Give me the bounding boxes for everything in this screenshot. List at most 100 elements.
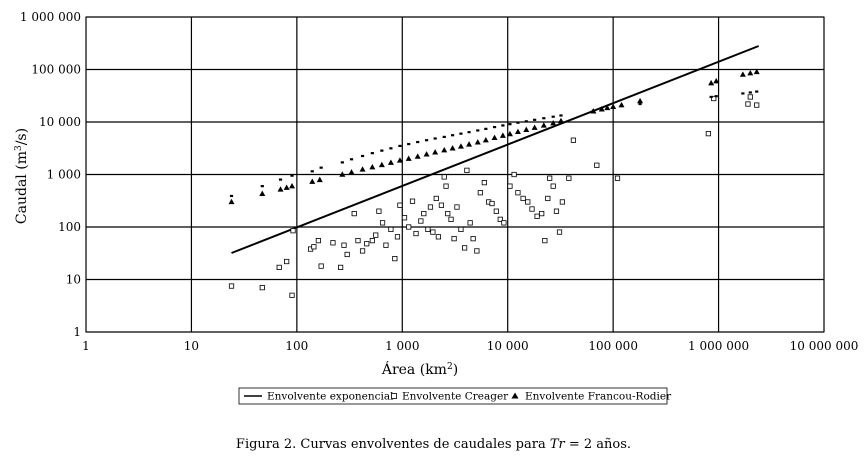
creager-point [745, 101, 751, 107]
y-tick-label: 10 000 [39, 115, 81, 129]
upper-envelope-point [748, 91, 752, 94]
legend-label: Envolvente Francou-Rodier [525, 391, 672, 403]
upper-envelope-point [442, 135, 446, 139]
francou-rodier-point [708, 79, 715, 86]
upper-envelope-point [407, 142, 411, 146]
francou-rodier-point [259, 190, 266, 196]
upper-envelope-point [260, 185, 264, 188]
francou-rodier-point [387, 159, 394, 165]
creager-point [553, 208, 560, 214]
creager-point [566, 175, 572, 181]
upper-envelope-point [416, 140, 420, 144]
upper-envelope-point [516, 121, 520, 124]
upper-envelope-point [533, 118, 537, 121]
upper-envelope-point [459, 132, 463, 135]
creager-point [614, 175, 621, 181]
legend-label: Envolvente Creager [402, 391, 509, 403]
upper-envelope-point [551, 115, 555, 118]
creager-point [539, 210, 545, 217]
francou-rodier-point [423, 151, 430, 157]
plot-area-frame [85, 16, 825, 333]
creager-point [448, 216, 454, 222]
creager-point [550, 183, 556, 189]
creager-point [289, 292, 295, 298]
upper-envelope-point [433, 137, 437, 140]
upper-envelope-point [501, 124, 505, 127]
creager-point [284, 258, 290, 265]
creager-point [418, 218, 424, 224]
chart-legend: Envolvente exponencial Envolvente Creager… [238, 387, 672, 405]
caption-symbol: Tr [549, 437, 565, 452]
francou-rodier-point [449, 145, 456, 151]
francou-rodier-point [531, 124, 538, 130]
creager-point [462, 245, 468, 251]
creager-point [711, 95, 717, 102]
creager-point [559, 199, 565, 205]
creager-point [318, 263, 324, 269]
creager-point [344, 251, 350, 258]
y-tick-label: 1 000 [47, 168, 81, 182]
x-tick-label: 100 000 [588, 339, 638, 353]
francou-rodier-point [378, 161, 385, 168]
upper-envelope-point [370, 152, 374, 155]
creager-point [413, 230, 419, 237]
creager-point [355, 238, 361, 244]
x-tick-label: 1 [82, 339, 90, 353]
upper-envelope-point [319, 166, 323, 169]
upper-envelope-point [310, 170, 314, 173]
upper-envelope-point [340, 161, 344, 164]
creager-point [383, 242, 389, 248]
creager-point [435, 234, 441, 240]
upper-envelope-point [559, 114, 563, 117]
creager-point [409, 198, 416, 204]
chart-marks [228, 45, 760, 298]
legend-square-symbol [391, 393, 397, 399]
upper-envelope-point [349, 158, 354, 161]
francou-rodier-point [466, 141, 473, 147]
creager-point [433, 195, 439, 202]
creager-point [542, 238, 548, 244]
creager-point [351, 210, 357, 217]
creager-point [594, 162, 600, 168]
francou-rodier-point [396, 157, 403, 163]
upper-envelope-point [600, 108, 604, 111]
creager-point [451, 236, 457, 242]
creager-point [421, 210, 427, 217]
creager-point [520, 195, 526, 202]
creager-point [394, 234, 401, 240]
plot-border [85, 16, 825, 333]
upper-envelope-point [492, 125, 497, 129]
creager-point [497, 216, 503, 222]
francou-rodier-point [277, 186, 284, 192]
creager-point [338, 264, 344, 271]
creager-point [489, 200, 495, 207]
creager-point [556, 229, 563, 235]
creager-point [534, 213, 540, 219]
francou-rodier-point [739, 71, 746, 77]
creager-point [525, 199, 531, 205]
francou-rodier-point [283, 184, 290, 190]
creager-point [474, 248, 480, 254]
francou-rodier-point [482, 137, 489, 143]
francou-rodier-point [637, 97, 644, 104]
upper-envelope-point [424, 139, 429, 142]
upper-envelope-point [638, 102, 642, 106]
y-tick-label: 1 [73, 325, 81, 339]
francou-rodier-point [474, 139, 481, 145]
creager-point [290, 228, 296, 234]
creager-point [754, 102, 760, 108]
upper-envelope-point [450, 134, 455, 137]
francou-rodier-point [369, 163, 376, 170]
upper-envelope-point [611, 106, 615, 110]
creager-point [427, 204, 434, 210]
francou-rodier-point [499, 132, 506, 138]
creager-point [330, 240, 336, 246]
upper-envelope-point [619, 105, 624, 108]
upper-envelope-point [741, 92, 745, 95]
francou-rodier-point [514, 128, 521, 135]
upper-envelope-point [229, 194, 234, 198]
francou-rodier-point [747, 70, 754, 76]
upper-envelope-point [524, 120, 528, 123]
x-axis-tick-labels: 1 10 100 1 000 10 000 100 000 1 000 000 10 000 … [82, 339, 858, 353]
y-axis-title: Caudal (m3/s) [14, 128, 30, 224]
